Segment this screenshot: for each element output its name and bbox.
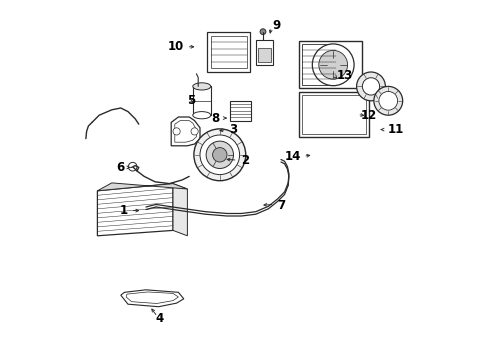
Ellipse shape	[128, 162, 137, 171]
Polygon shape	[98, 183, 187, 191]
Text: 13: 13	[337, 69, 353, 82]
Ellipse shape	[363, 78, 380, 95]
Text: 14: 14	[284, 150, 301, 163]
Ellipse shape	[193, 112, 211, 119]
Polygon shape	[175, 121, 196, 142]
Text: 11: 11	[387, 123, 403, 136]
Text: 8: 8	[212, 112, 220, 125]
Text: 5: 5	[187, 94, 196, 107]
Text: 4: 4	[155, 312, 163, 325]
Text: 2: 2	[242, 154, 249, 167]
Ellipse shape	[328, 99, 349, 129]
Bar	[302, 95, 367, 134]
Polygon shape	[173, 184, 187, 236]
Bar	[230, 101, 251, 121]
Bar	[299, 41, 362, 88]
Polygon shape	[98, 184, 173, 236]
Ellipse shape	[206, 141, 233, 168]
Bar	[211, 36, 247, 68]
Bar	[258, 48, 270, 62]
Ellipse shape	[319, 50, 347, 79]
Bar	[256, 40, 273, 65]
Ellipse shape	[379, 91, 398, 110]
Text: 3: 3	[229, 123, 237, 136]
Ellipse shape	[374, 86, 403, 115]
Ellipse shape	[307, 99, 327, 129]
Ellipse shape	[312, 44, 354, 86]
Text: 10: 10	[168, 40, 184, 53]
Text: 1: 1	[120, 204, 128, 217]
Ellipse shape	[260, 29, 266, 35]
Text: 9: 9	[272, 19, 280, 32]
Bar	[302, 44, 336, 85]
Ellipse shape	[213, 148, 227, 162]
Bar	[299, 92, 369, 137]
Polygon shape	[126, 292, 178, 303]
Text: 12: 12	[360, 109, 376, 122]
Bar	[207, 32, 250, 72]
Ellipse shape	[200, 135, 240, 175]
Ellipse shape	[193, 83, 211, 90]
Text: 6: 6	[116, 161, 124, 174]
Bar	[193, 86, 211, 115]
Polygon shape	[121, 290, 184, 307]
Ellipse shape	[194, 129, 245, 181]
Ellipse shape	[173, 128, 180, 135]
Ellipse shape	[191, 128, 198, 135]
Ellipse shape	[357, 72, 386, 101]
Text: 7: 7	[277, 199, 286, 212]
Polygon shape	[171, 117, 200, 146]
